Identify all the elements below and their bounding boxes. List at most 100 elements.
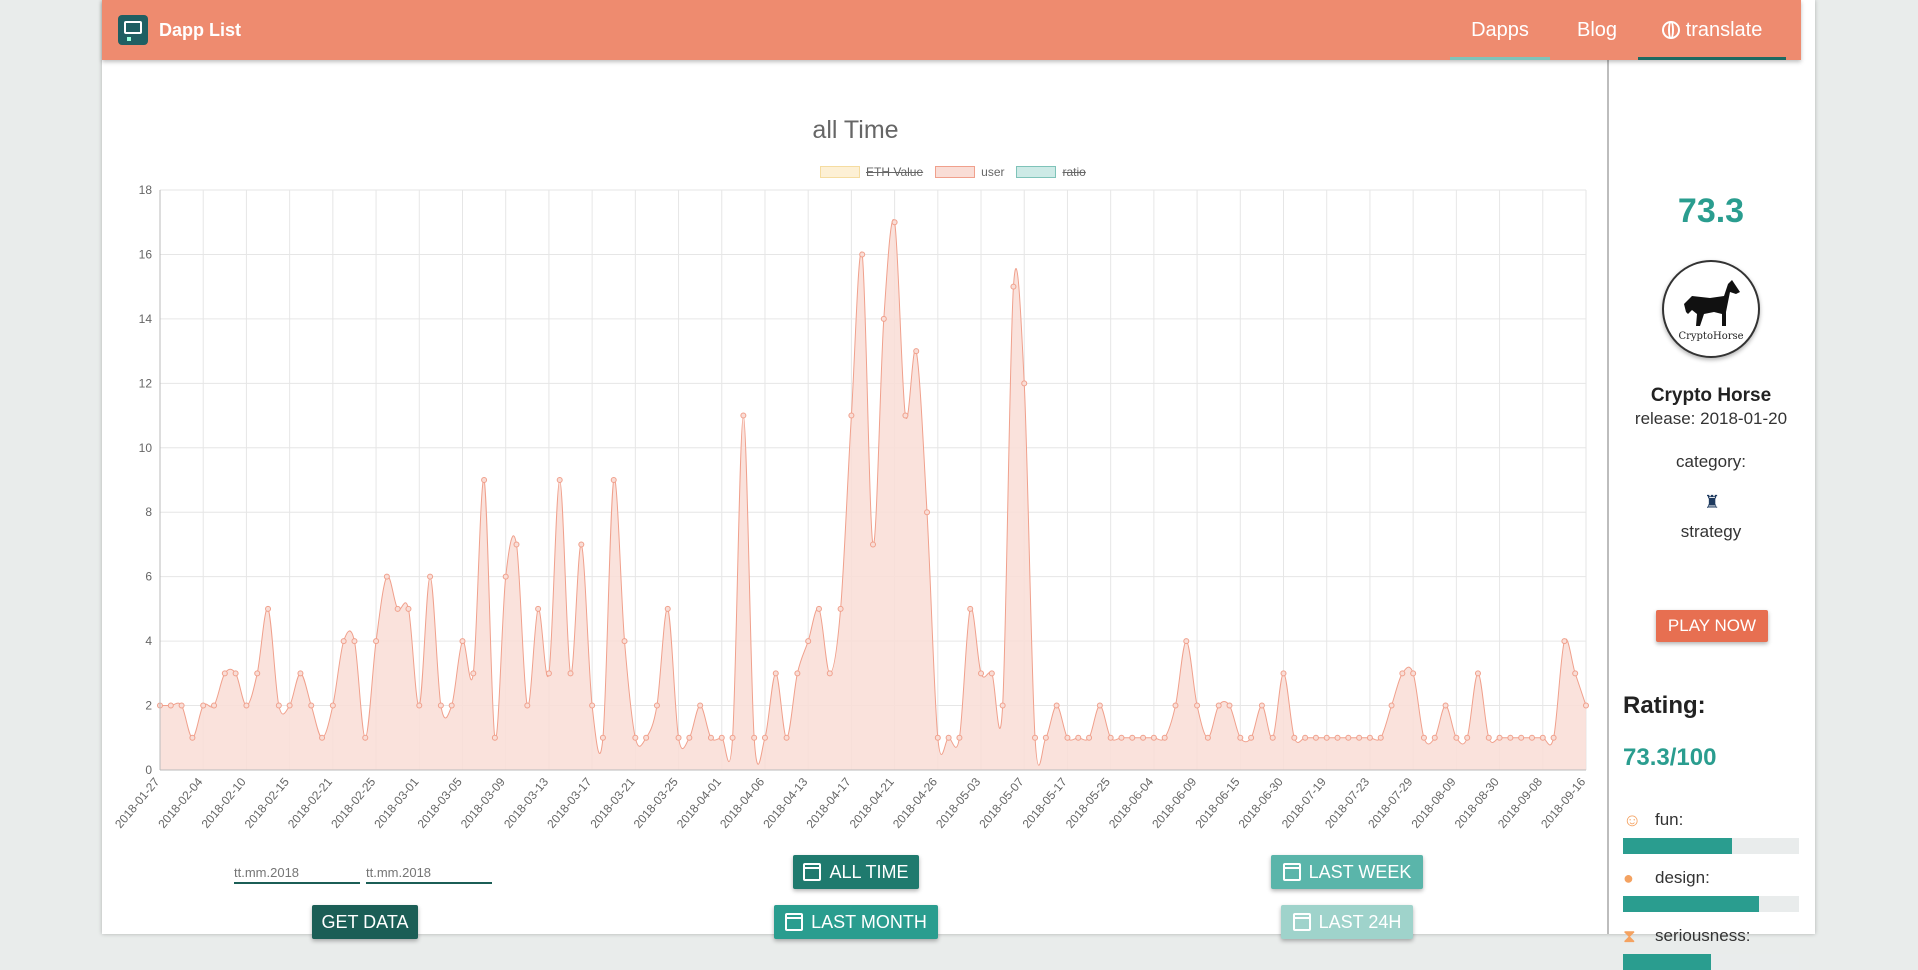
last-month-button[interactable]: LAST MONTH <box>774 905 938 939</box>
metric-seriousness-fill <box>1623 954 1711 970</box>
user-data-point <box>211 702 218 709</box>
user-data-point <box>729 734 736 741</box>
legend-ratio[interactable]: ratio <box>1016 165 1086 179</box>
globe-icon <box>1661 21 1680 39</box>
dapp-score: 73.3 <box>1677 192 1745 230</box>
user-data-point <box>1172 702 1179 709</box>
y-tick-label: 6 <box>145 570 152 584</box>
nav-dapps[interactable]: Dapps <box>1450 0 1550 60</box>
user-data-point <box>913 348 920 355</box>
legend-user-label: user <box>981 165 1005 179</box>
user-data-point <box>1474 670 1481 677</box>
metric-fun-label: fun: <box>1655 810 1684 829</box>
y-tick-label: 18 <box>139 183 153 197</box>
user-data-point <box>502 573 509 580</box>
category-label: category: <box>1676 452 1746 471</box>
user-data-point <box>1420 734 1427 741</box>
legend-eth-swatch <box>820 166 860 178</box>
rating-value: 73.3/100 <box>1623 744 1717 771</box>
user-data-point <box>1312 734 1319 741</box>
user-data-point <box>697 702 704 709</box>
user-data-point <box>513 541 520 548</box>
nav-translate[interactable]: translate <box>1638 0 1786 60</box>
user-data-point <box>978 670 985 677</box>
user-data-point <box>1496 734 1503 741</box>
user-data-point <box>870 541 876 548</box>
get-data-button[interactable]: GET DATA <box>312 905 418 939</box>
user-data-point <box>1334 734 1341 741</box>
user-data-point <box>1150 734 1157 741</box>
user-data-point <box>232 670 239 677</box>
metric-seriousness: ⧗ seriousness: <box>1623 926 1750 946</box>
user-data-point <box>772 670 779 677</box>
user-data-point <box>254 670 261 677</box>
user-data-point <box>221 670 228 677</box>
nav-blog[interactable]: Blog <box>1562 0 1632 60</box>
user-data-point <box>1107 734 1114 741</box>
user-data-point <box>1161 734 1168 741</box>
end-date-input[interactable] <box>366 862 492 884</box>
legend-user[interactable]: user <box>935 165 1004 179</box>
user-data-point <box>826 670 833 677</box>
calendar-clock-icon <box>803 863 822 881</box>
y-tick-label: 16 <box>139 247 153 261</box>
metric-fun-fill <box>1623 838 1733 854</box>
dapp-avatar[interactable]: CryptoHorse <box>1662 260 1760 358</box>
legend-eth-value[interactable]: ETH Value <box>820 165 923 179</box>
horse-icon <box>1684 280 1740 326</box>
user-data-point <box>265 605 272 612</box>
top-navbar: Dapp List Dapps Blog translate <box>102 0 1801 60</box>
nav-dapps-label: Dapps <box>1471 18 1529 41</box>
all-time-label: ALL TIME <box>829 861 909 882</box>
chart-title: all Time <box>812 116 899 144</box>
user-data-point <box>189 734 196 741</box>
user-data-point <box>815 605 822 612</box>
user-data-point <box>394 605 401 612</box>
user-data-point <box>1075 734 1082 741</box>
avatar-caption: CryptoHorse <box>1678 331 1744 342</box>
user-data-point <box>200 702 207 709</box>
user-data-point <box>567 670 574 677</box>
metric-design-fill <box>1623 896 1759 912</box>
last-24h-button[interactable]: LAST 24H <box>1281 905 1413 939</box>
metric-fun: ☺ fun: <box>1623 810 1683 830</box>
user-data-point <box>1194 702 1201 709</box>
user-data-point <box>286 702 293 709</box>
user-data-point <box>578 541 585 548</box>
user-data-point <box>1280 670 1287 677</box>
user-data-point <box>1550 734 1557 741</box>
user-data-point <box>794 670 801 677</box>
all-time-button[interactable]: ALL TIME <box>793 855 919 889</box>
y-tick-label: 4 <box>145 634 152 648</box>
user-data-point <box>848 412 855 419</box>
user-data-point <box>1032 734 1039 741</box>
sidebar-divider <box>1607 60 1609 934</box>
user-data-point <box>1485 734 1492 741</box>
metric-design-bar <box>1623 896 1799 912</box>
user-data-point <box>805 638 812 645</box>
user-data-point <box>1042 734 1049 741</box>
user-data-point <box>761 734 768 741</box>
user-data-point <box>308 702 315 709</box>
chess-rook-icon: ♜ <box>1704 492 1721 512</box>
user-data-point <box>1086 734 1093 741</box>
last-week-button[interactable]: LAST WEEK <box>1271 855 1423 889</box>
dapp-name: Crypto Horse <box>1650 385 1772 406</box>
user-data-point <box>1118 734 1125 741</box>
category-name: strategy <box>1680 522 1742 541</box>
y-tick-label: 10 <box>139 441 153 455</box>
user-data-point <box>1539 734 1546 741</box>
play-now-button[interactable]: PLAY NOW <box>1656 610 1768 642</box>
user-data-point <box>999 702 1006 709</box>
start-date-input[interactable] <box>234 862 360 884</box>
play-now-label: PLAY NOW <box>1667 616 1757 635</box>
user-data-point <box>945 734 952 741</box>
chart-area: all Time ETH Value user ratio 0 2 4 6 8 10 12 1… <box>102 0 1609 939</box>
brand[interactable]: Dapp List <box>118 15 241 45</box>
user-data-point <box>1096 702 1103 709</box>
user-data-point <box>1053 702 1060 709</box>
user-data-point <box>1453 734 1460 741</box>
brand-name: Dapp List <box>159 19 242 40</box>
chart-legend: ETH Value user ratio <box>820 165 1098 179</box>
metric-fun-bar <box>1623 838 1799 854</box>
